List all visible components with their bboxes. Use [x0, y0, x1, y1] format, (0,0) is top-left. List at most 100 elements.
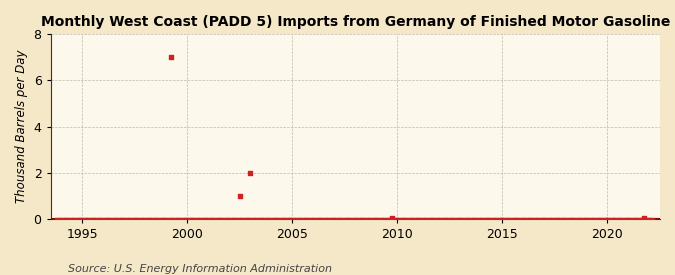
Point — [388, 216, 399, 221]
Point — [177, 216, 188, 221]
Point — [435, 216, 446, 221]
Point — [192, 216, 203, 221]
Point — [310, 216, 321, 221]
Point — [134, 216, 145, 221]
Point — [56, 216, 67, 221]
Point — [616, 216, 627, 221]
Point — [635, 216, 646, 221]
Point — [429, 216, 439, 221]
Point — [334, 216, 345, 221]
Point — [105, 216, 115, 221]
Point — [423, 216, 434, 221]
Point — [611, 216, 622, 221]
Point — [560, 216, 571, 221]
Point — [77, 216, 88, 221]
Point — [587, 216, 597, 221]
Point — [73, 216, 84, 221]
Point — [381, 216, 392, 221]
Point — [180, 216, 191, 221]
Point — [78, 216, 89, 221]
Point — [108, 216, 119, 221]
Point — [54, 216, 65, 221]
Point — [225, 216, 236, 221]
Point — [304, 216, 315, 221]
Point — [86, 216, 97, 221]
Point — [593, 216, 604, 221]
Point — [357, 216, 368, 221]
Point — [112, 216, 123, 221]
Point — [166, 216, 177, 221]
Point — [564, 216, 574, 221]
Point — [439, 216, 450, 221]
Point — [89, 216, 100, 221]
Point — [504, 216, 515, 221]
Point — [84, 216, 95, 221]
Point — [576, 216, 587, 221]
Point — [537, 216, 548, 221]
Point — [470, 216, 481, 221]
Point — [220, 216, 231, 221]
Point — [117, 216, 128, 221]
Point — [169, 216, 180, 221]
Point — [472, 216, 483, 221]
Point — [401, 216, 412, 221]
Point — [626, 216, 637, 221]
Point — [597, 216, 608, 221]
Point — [155, 216, 166, 221]
Point — [520, 216, 531, 221]
Point — [479, 216, 490, 221]
Point — [242, 216, 252, 221]
Point — [425, 216, 436, 221]
Point — [414, 216, 425, 221]
Point — [548, 216, 559, 221]
Point — [315, 216, 325, 221]
Point — [483, 216, 494, 221]
Point — [509, 216, 520, 221]
Point — [555, 216, 566, 221]
Point — [259, 216, 269, 221]
Point — [396, 216, 406, 221]
Point — [420, 216, 431, 221]
Point — [196, 216, 207, 221]
Point — [343, 216, 354, 221]
Point — [175, 216, 186, 221]
Point — [99, 216, 110, 221]
Point — [234, 216, 245, 221]
Point — [490, 216, 501, 221]
Point — [551, 216, 562, 221]
Point — [437, 216, 448, 221]
Point — [529, 216, 539, 221]
Point — [281, 216, 292, 221]
Point — [308, 216, 319, 221]
Point — [383, 216, 394, 221]
Point — [278, 216, 289, 221]
Point — [588, 216, 599, 221]
Point — [366, 216, 377, 221]
Point — [541, 216, 551, 221]
Point — [202, 216, 213, 221]
Point — [578, 216, 589, 221]
Point — [273, 216, 284, 221]
Point — [269, 216, 280, 221]
Point — [317, 216, 327, 221]
Point — [243, 216, 254, 221]
Point — [500, 216, 511, 221]
Point — [549, 216, 560, 221]
Point — [406, 216, 416, 221]
Point — [462, 216, 472, 221]
Point — [585, 216, 595, 221]
Point — [392, 216, 403, 221]
Point — [431, 216, 441, 221]
Point — [485, 216, 495, 221]
Point — [171, 216, 182, 221]
Point — [373, 216, 383, 221]
Point — [146, 216, 157, 221]
Point — [604, 216, 615, 221]
Point — [276, 216, 287, 221]
Point — [215, 216, 226, 221]
Point — [233, 216, 244, 221]
Point — [467, 216, 478, 221]
Point — [525, 216, 536, 221]
Point — [562, 216, 572, 221]
Point — [319, 216, 329, 221]
